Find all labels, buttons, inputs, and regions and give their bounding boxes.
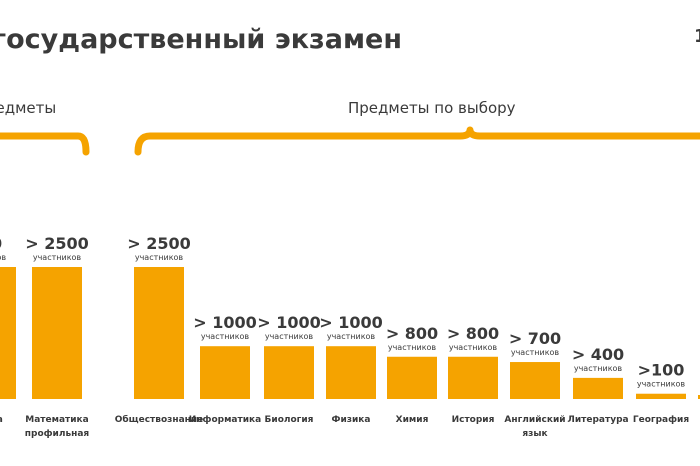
unit-label: участников bbox=[327, 332, 376, 341]
bar bbox=[200, 346, 250, 399]
unit-label: участников bbox=[388, 343, 437, 352]
category-label: язык bbox=[522, 429, 547, 439]
group-label-mandatory: редметы bbox=[0, 99, 57, 117]
unit-label: участников bbox=[33, 253, 82, 262]
category-label: Английский bbox=[504, 415, 565, 425]
bar bbox=[636, 393, 686, 399]
unit-label: участников bbox=[265, 332, 314, 341]
category-label: Математика bbox=[25, 415, 88, 425]
bar bbox=[32, 267, 82, 399]
category-label: тика bbox=[0, 415, 3, 425]
bar bbox=[448, 356, 498, 399]
bracket-elective bbox=[134, 126, 700, 156]
category-label: Химия bbox=[396, 415, 429, 425]
bar bbox=[264, 346, 314, 399]
value-label: > 2500 bbox=[25, 234, 89, 253]
bar-group: Ф bbox=[698, 395, 700, 399]
value-label: > 800 bbox=[447, 324, 499, 343]
category-label: История bbox=[452, 415, 495, 425]
bars-layer: 00нниковтикаая> 2500участниковМатематика… bbox=[0, 234, 700, 439]
category-label: Литература bbox=[567, 415, 628, 425]
unit-label: участников bbox=[201, 332, 250, 341]
category-label: Биология bbox=[265, 415, 314, 425]
category-label: профильная bbox=[25, 429, 90, 439]
bar bbox=[387, 356, 437, 399]
bar bbox=[573, 377, 623, 399]
value-label: 00 bbox=[0, 234, 2, 253]
group-label-elective: Предметы по выбору bbox=[348, 99, 516, 117]
unit-label: нников bbox=[0, 253, 6, 262]
unit-label: участников bbox=[449, 343, 498, 352]
value-label: > 1000 bbox=[319, 313, 383, 332]
unit-label: участников bbox=[135, 253, 184, 262]
bar bbox=[0, 267, 16, 399]
category-label: Информатика bbox=[189, 415, 261, 425]
value-label: > 400 bbox=[572, 345, 624, 364]
unit-label: участников bbox=[511, 348, 560, 357]
bar bbox=[326, 346, 376, 399]
bar bbox=[698, 395, 700, 399]
bracket-mandatory bbox=[0, 132, 90, 156]
value-label: > 2500 bbox=[127, 234, 191, 253]
category-label: Обществознание bbox=[115, 414, 204, 425]
value-label: > 800 bbox=[386, 324, 438, 343]
group-brackets bbox=[0, 126, 700, 156]
value-label: > 700 bbox=[509, 329, 561, 348]
corner-mark: 1 bbox=[694, 26, 700, 47]
category-label: География bbox=[633, 415, 689, 425]
bar bbox=[510, 362, 560, 399]
value-label: > 1000 bbox=[257, 313, 321, 332]
value-label: >100 bbox=[638, 361, 685, 380]
page-title: государственный экзамен bbox=[0, 24, 402, 55]
bar bbox=[134, 267, 184, 399]
unit-label: участников bbox=[574, 364, 623, 373]
bar-group: 00нниковтикаая bbox=[0, 234, 16, 425]
category-label: Физика bbox=[332, 415, 371, 425]
value-label: > 1000 bbox=[193, 313, 257, 332]
unit-label: участников bbox=[637, 380, 686, 389]
